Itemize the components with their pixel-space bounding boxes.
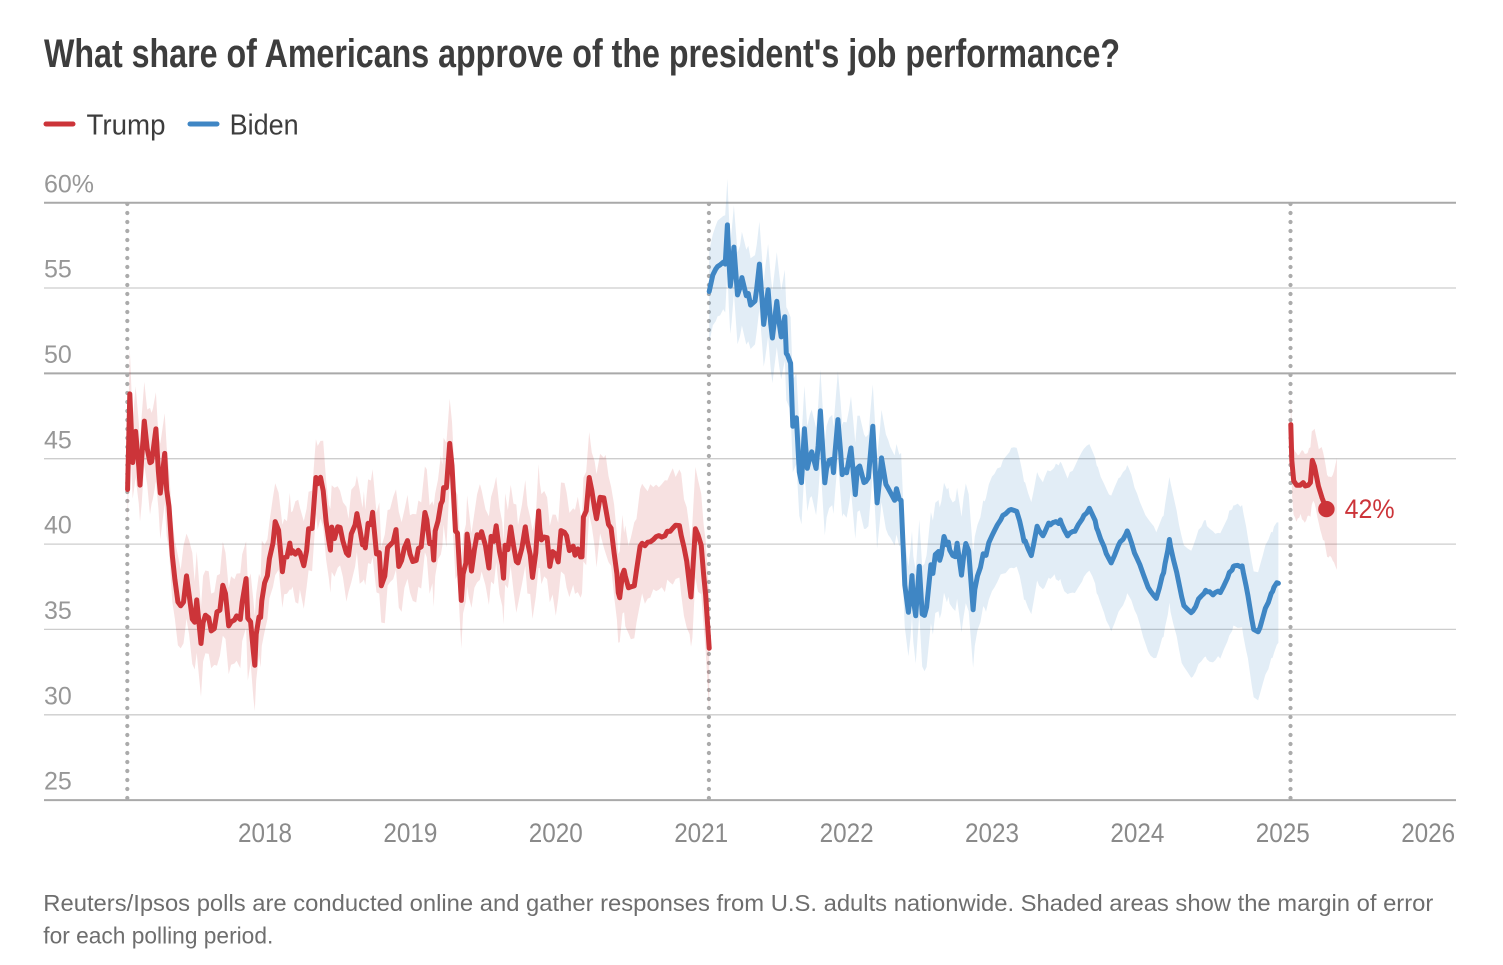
svg-text:2025: 2025 [1256,818,1310,848]
svg-text:2024: 2024 [1110,818,1164,848]
svg-text:Reuters/Ipsos polls are conduc: Reuters/Ipsos polls are conducted online… [43,890,1433,916]
svg-text:55: 55 [44,256,72,284]
svg-text:42%: 42% [1345,494,1395,524]
svg-text:2023: 2023 [965,818,1019,848]
svg-text:40: 40 [44,512,72,540]
svg-text:2026: 2026 [1401,818,1455,848]
svg-text:50: 50 [44,341,72,369]
svg-text:25: 25 [44,768,72,796]
svg-text:35: 35 [44,597,72,625]
svg-text:2019: 2019 [383,818,437,848]
svg-text:2020: 2020 [529,818,583,848]
svg-text:45: 45 [44,426,72,454]
svg-text:for each polling period.: for each polling period. [43,923,273,949]
svg-text:2022: 2022 [820,818,874,848]
svg-text:30: 30 [44,682,72,710]
svg-text:Biden: Biden [230,110,299,142]
svg-text:Trump: Trump [87,110,166,142]
svg-text:What share of Americans approv: What share of Americans approve of the p… [44,31,1120,76]
svg-text:60%: 60% [44,170,94,198]
svg-text:2021: 2021 [674,818,728,848]
svg-text:2018: 2018 [238,818,292,848]
